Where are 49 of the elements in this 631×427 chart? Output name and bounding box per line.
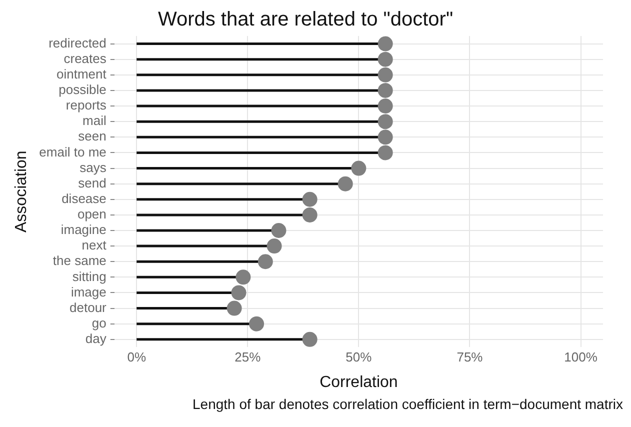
y-tick-label: email to me: [39, 144, 106, 160]
point: [302, 192, 318, 207]
y-tick-label: mail: [82, 113, 106, 128]
y-tick-label: redirected: [48, 35, 106, 50]
y-tick-label: open: [77, 206, 106, 222]
point: [226, 300, 242, 316]
y-tick-label: detour: [70, 300, 108, 315]
x-axis-title: Correlation: [320, 374, 398, 391]
y-tick-label: image: [70, 284, 106, 300]
y-tick-label: imagine: [60, 222, 106, 238]
point: [302, 207, 318, 222]
y-tick-label: says: [80, 160, 107, 175]
y-tick-label: sitting: [72, 268, 106, 284]
point: [378, 114, 393, 130]
point: [271, 223, 286, 238]
point: [378, 145, 393, 160]
text: Length of bar denotes correlation coefficient in term−document matrix: [192, 396, 623, 412]
point: [378, 36, 393, 52]
y-tick-label: next: [82, 238, 107, 253]
point: [258, 254, 273, 270]
y-tick-label: disease: [62, 190, 106, 206]
x-tick-label: 75%: [456, 350, 484, 365]
y-tick-label: reports: [66, 98, 107, 113]
y-tick-label: ointment: [56, 66, 107, 82]
x-tick-label: 50%: [346, 350, 372, 365]
point: [378, 52, 393, 67]
point: [231, 285, 246, 300]
point: [378, 67, 393, 82]
point: [249, 316, 264, 332]
x-tick-label: 100%: [564, 350, 598, 365]
y-tick-label: day: [85, 331, 107, 346]
point: [378, 98, 393, 114]
x-tick-label: 25%: [234, 350, 262, 365]
chart-title: Words that are related to "doctor": [158, 8, 454, 31]
point: [236, 270, 251, 285]
y-tick-label: the same: [52, 253, 106, 268]
x-tick-label: 0%: [127, 350, 146, 365]
point: [302, 332, 318, 347]
y-tick-label: go: [92, 315, 106, 330]
point: [378, 130, 393, 145]
y-tick-label: send: [78, 175, 106, 190]
point: [351, 160, 366, 176]
y-tick-label: creates: [64, 50, 107, 66]
point: [338, 176, 353, 192]
y-tick-label: possible: [58, 82, 106, 98]
point: [378, 82, 393, 98]
point: [266, 238, 282, 254]
y-axis-title: Association: [13, 150, 30, 233]
y-tick-label: seen: [78, 128, 106, 144]
